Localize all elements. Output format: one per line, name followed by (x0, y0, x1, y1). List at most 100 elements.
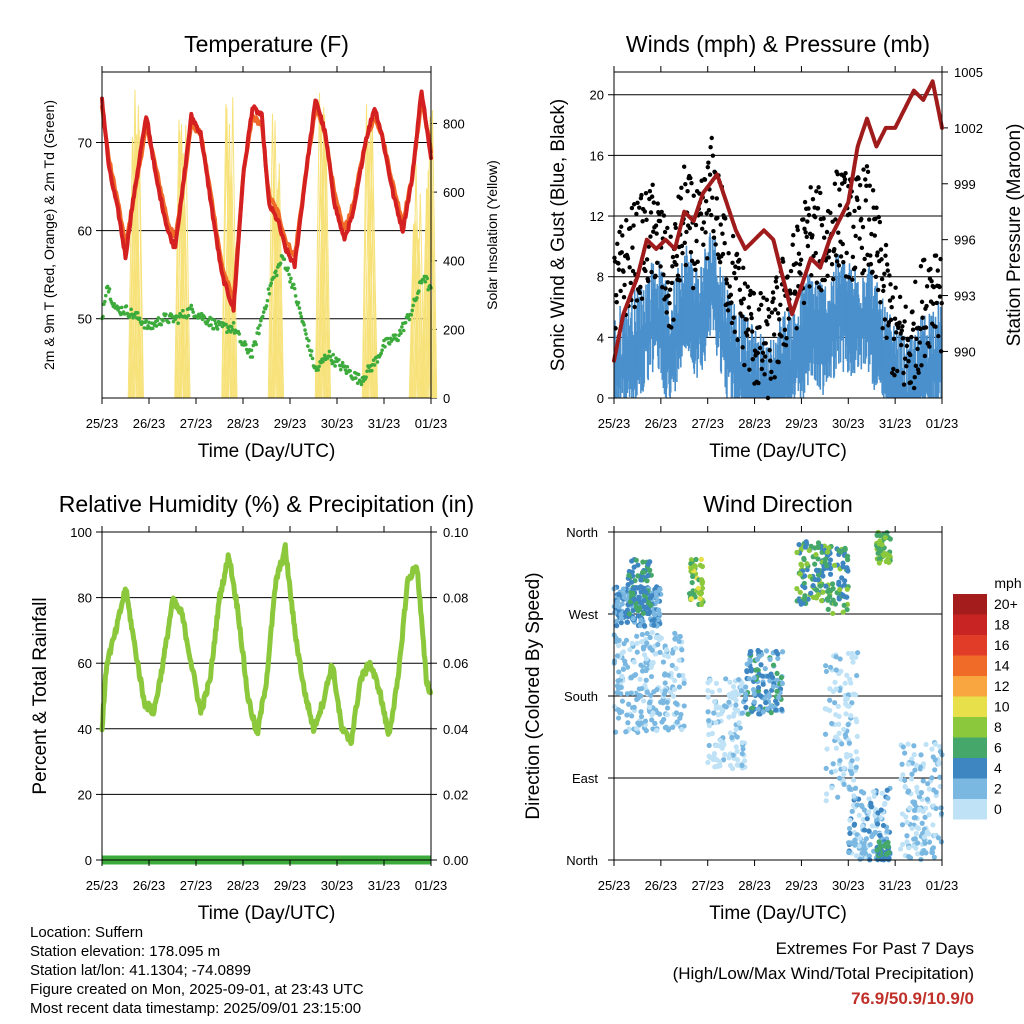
direction-point (869, 823, 875, 829)
gust-point (779, 334, 784, 339)
direction-point (638, 577, 644, 583)
direction-point (923, 741, 929, 748)
direction-point (836, 730, 842, 736)
temperature-panel: 50 60 70 0 200 400 600 800 Temperature (F) Time (… (41, 31, 500, 462)
dewpoint-point (237, 332, 242, 336)
direction-point (796, 541, 802, 548)
gust-point (648, 210, 654, 215)
direction-point (911, 751, 917, 758)
x-tick-label: 28/23 (738, 416, 771, 431)
direction-point (929, 775, 935, 781)
gust-point (739, 301, 744, 306)
direction-point (672, 630, 678, 636)
direction-point (825, 597, 831, 603)
direction-point (618, 684, 624, 690)
legend-swatch (953, 614, 987, 635)
gust-point (705, 256, 710, 261)
gust-point (657, 218, 663, 224)
direction-point (836, 721, 842, 727)
dewpoint-point (230, 328, 235, 332)
direction-point (629, 590, 636, 596)
direction-point (664, 699, 670, 705)
direction-point (688, 565, 695, 571)
gust-point (877, 219, 883, 225)
direction-point (615, 678, 621, 684)
gust-point (667, 300, 672, 306)
direction-point (938, 805, 944, 811)
direction-point (657, 586, 663, 592)
direction-point (824, 706, 830, 712)
y-tick-label: 100 (70, 525, 92, 540)
direction-point (860, 816, 866, 823)
direction-point (813, 552, 819, 558)
panel-title: Temperature (F) (184, 31, 349, 57)
dewpoint-point (426, 287, 430, 292)
gust-point (672, 222, 678, 227)
direction-point (858, 788, 865, 795)
direction-point (631, 564, 637, 570)
direction-point (905, 788, 912, 794)
direction-point (832, 700, 838, 706)
dewpoint-point (293, 294, 298, 298)
gust-point (796, 251, 802, 256)
direction-point (622, 609, 629, 616)
gust-point (786, 316, 791, 321)
direction-point (734, 734, 740, 740)
direction-point (866, 828, 872, 834)
direction-point (748, 668, 754, 674)
solar-spike (413, 238, 424, 399)
direction-point (652, 651, 658, 657)
direction-point (653, 727, 660, 734)
direction-point (668, 689, 674, 696)
direction-point (904, 839, 910, 845)
x-tick-label: 26/23 (133, 416, 166, 431)
direction-point (624, 619, 631, 625)
legend-label: 18 (994, 617, 1010, 633)
direction-point (613, 618, 620, 624)
direction-point (899, 822, 906, 828)
direction-point (660, 659, 667, 665)
direction-point (680, 672, 686, 679)
gust-point (910, 327, 916, 332)
gust-point (805, 243, 811, 249)
direction-point (767, 656, 773, 662)
legend-label: 12 (994, 678, 1010, 694)
direction-point (712, 764, 718, 770)
legend-label: 0 (994, 801, 1002, 817)
legend-label: 4 (994, 760, 1002, 776)
dewpoint-point (156, 316, 161, 320)
y-tick-label: 50 (78, 312, 92, 327)
gust-point (902, 319, 907, 324)
gust-point (678, 196, 684, 201)
direction-point (835, 794, 841, 800)
direction-point (641, 623, 648, 629)
direction-point (900, 744, 906, 750)
gust-point (710, 153, 716, 158)
direction-point (662, 688, 669, 694)
gust-point (638, 284, 643, 290)
direction-point (749, 705, 756, 711)
direction-point (775, 651, 781, 657)
gust-point (821, 216, 826, 221)
direction-point (727, 762, 734, 769)
direction-point (827, 686, 833, 692)
gust-point (900, 336, 906, 341)
gust-point (730, 260, 735, 265)
direction-point (734, 748, 740, 755)
legend-label: 16 (994, 637, 1010, 653)
direction-point (722, 751, 728, 758)
station-info: Location: Suffern Station elevation: 178… (30, 923, 364, 1018)
dewpoint-point (290, 285, 294, 290)
gust-point (918, 264, 924, 269)
gust-point (741, 265, 746, 270)
gust-point (806, 212, 812, 218)
gust-point (706, 160, 711, 165)
direction-point (614, 623, 620, 629)
direction-point (878, 807, 884, 813)
direction-point (801, 596, 807, 602)
direction-point (854, 802, 860, 808)
y-tick-label: 4 (597, 330, 604, 345)
gust-point (729, 300, 734, 305)
direction-point (715, 712, 722, 718)
direction-point (644, 689, 650, 695)
